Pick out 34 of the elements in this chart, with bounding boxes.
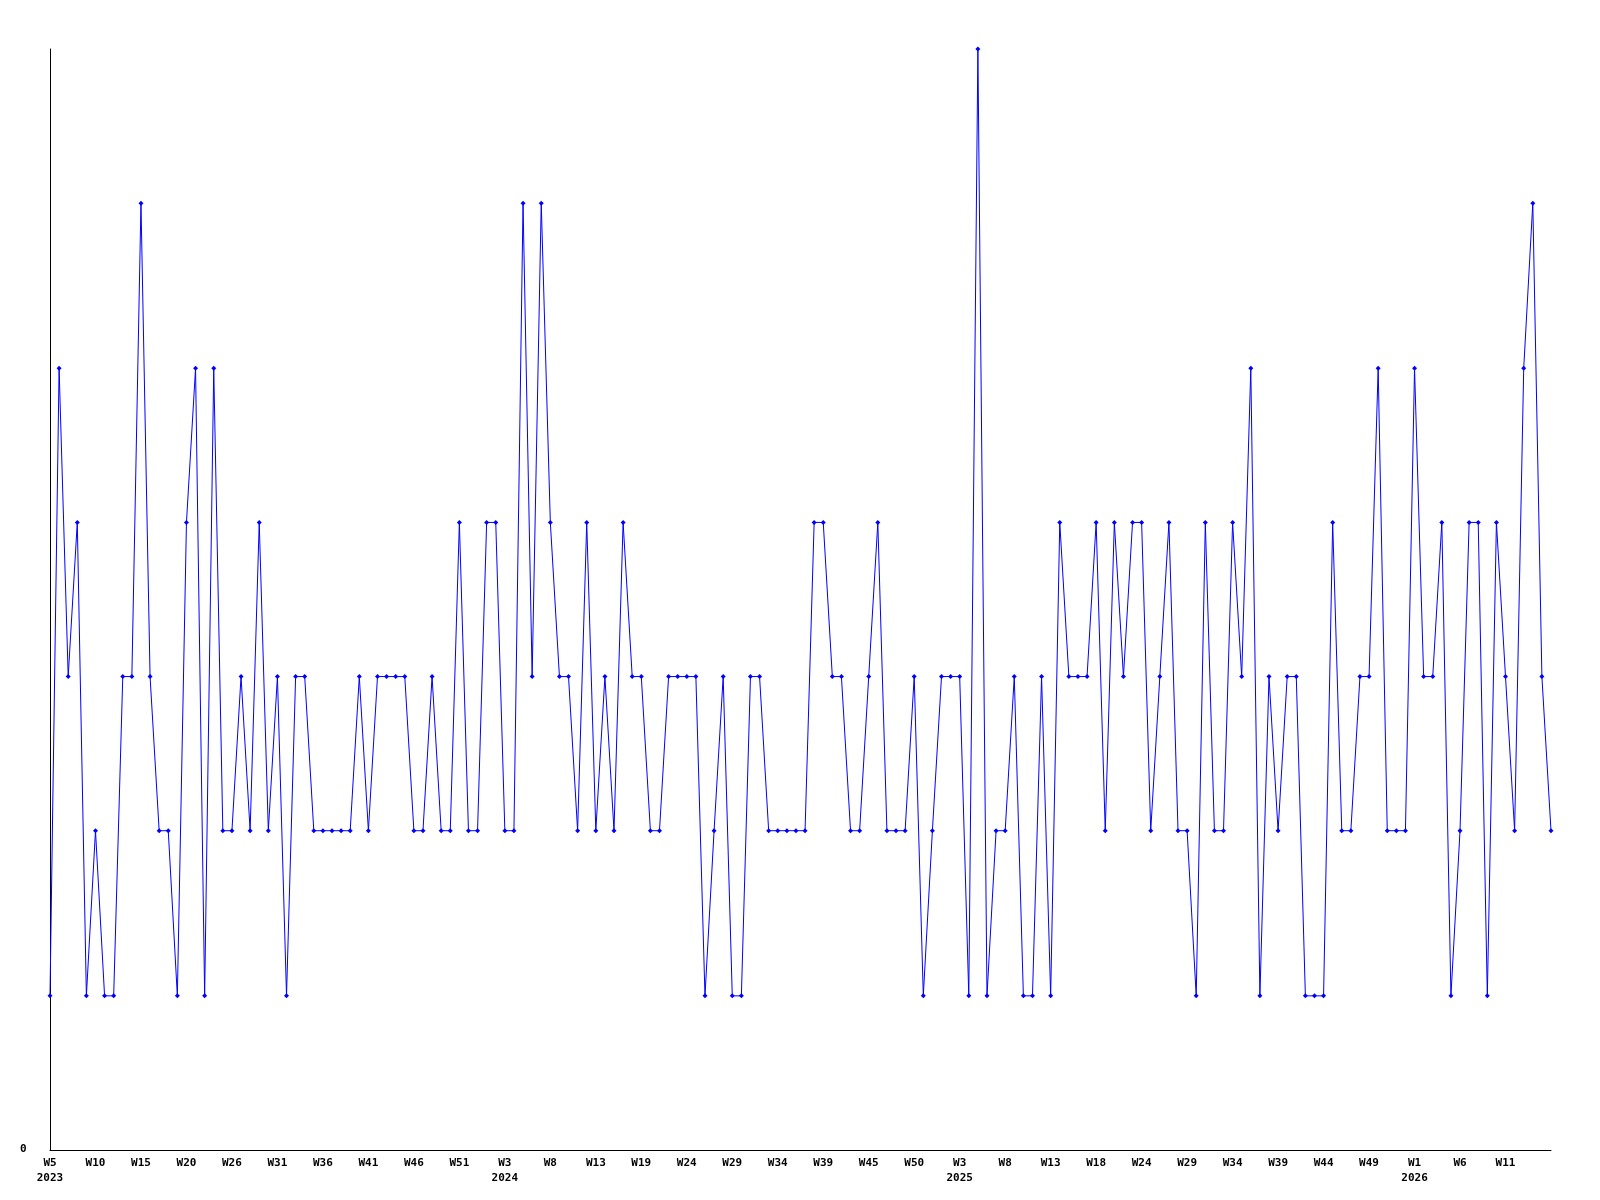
x-tick-label: W45 [858, 1156, 879, 1169]
x-tick-label: W18 [1086, 1156, 1107, 1169]
x-tick-label: W1 2026 [1401, 1156, 1429, 1184]
x-tick-label: W34 [767, 1156, 789, 1169]
x-tick-label: W36 [312, 1156, 334, 1169]
x-tick-label: W51 [449, 1156, 470, 1169]
x-tick-label: W5 2023 [36, 1156, 64, 1184]
x-tick-label: W29 [1177, 1156, 1198, 1169]
x-tick-label: W3 2025 [946, 1156, 973, 1184]
text: 0 [20, 1142, 27, 1155]
x-tick-label: W8 [543, 1156, 557, 1169]
x-tick-label: W24 [676, 1156, 698, 1169]
x-tick-label: W44 [1313, 1156, 1334, 1169]
x-tick-label: W8 [998, 1156, 1012, 1169]
x-tick-label: W46 [403, 1156, 425, 1169]
x-tick-label: W29 [722, 1156, 743, 1169]
x-tick-label: W24 [1131, 1156, 1152, 1169]
x-tick-label: W20 [176, 1156, 197, 1169]
x-tick-label: W39 [813, 1156, 834, 1169]
x-tick-label: W3 2024 [491, 1156, 519, 1184]
x-tick-label: W11 [1495, 1156, 1516, 1169]
x-tick-label: W13 [585, 1156, 606, 1169]
x-tick-label: W15 [131, 1156, 151, 1169]
x-tick-label: W50 [904, 1156, 925, 1169]
x-tick-label: W39 [1268, 1156, 1289, 1169]
x-tick-label: W34 [1222, 1156, 1243, 1169]
x-tick-label: W26 [222, 1156, 243, 1169]
x-tick-label: W10 [85, 1156, 106, 1169]
x-tick-label: W13 [1040, 1156, 1061, 1169]
x-tick-label: W49 [1359, 1156, 1379, 1169]
x-tick-label: W31 [267, 1156, 288, 1169]
x-tick-label: W6 [1453, 1156, 1468, 1169]
x-tick-label: W41 [358, 1156, 379, 1169]
x-tick-label: W19 [631, 1156, 652, 1169]
